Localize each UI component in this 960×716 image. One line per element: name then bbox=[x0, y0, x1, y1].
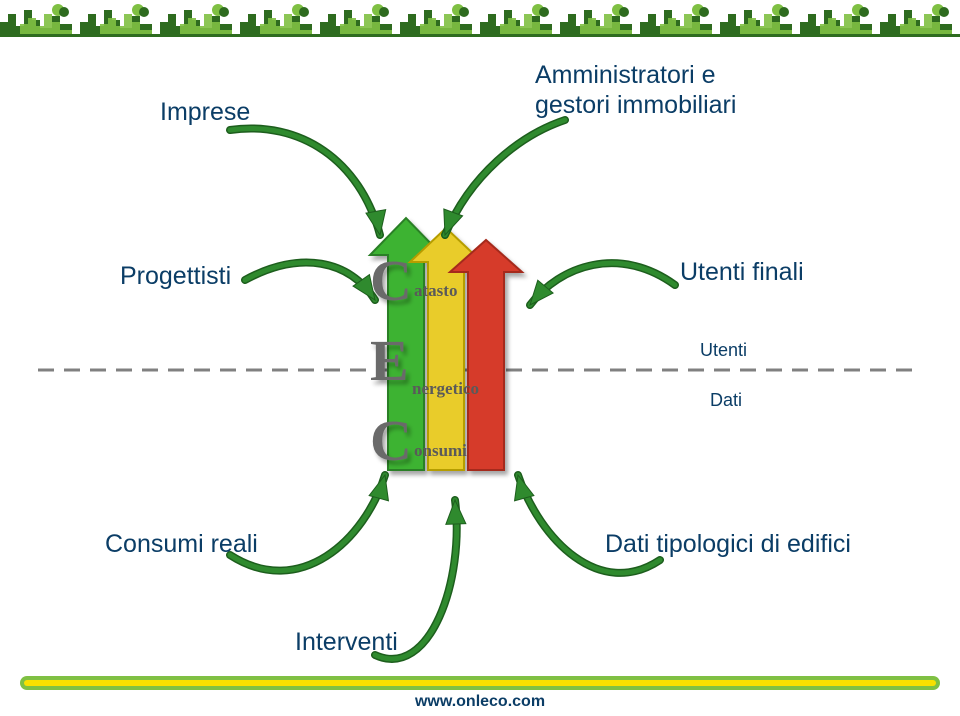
arrow-imprese bbox=[230, 128, 380, 235]
header-band bbox=[0, 4, 960, 37]
logo-letter-e: E bbox=[370, 328, 409, 393]
arrow-progettisti bbox=[245, 263, 375, 300]
label-imprese: Imprese bbox=[160, 98, 250, 127]
arrowhead-interventi bbox=[446, 500, 466, 524]
stage-svg: C E C atasto nergetico onsumi bbox=[0, 0, 960, 716]
label-utenti-finali: Utenti finali bbox=[680, 258, 804, 287]
logo-letter-c1: C bbox=[370, 248, 412, 313]
arrow-utenti_finali bbox=[530, 263, 675, 305]
footer-bar bbox=[20, 676, 940, 690]
arrow-amministratori bbox=[445, 120, 565, 235]
label-consumi-reali: Consumi reali bbox=[105, 530, 258, 559]
logo-word-onsumi: onsumi bbox=[414, 441, 467, 460]
label-progettisti: Progettisti bbox=[120, 262, 231, 291]
arrowhead-imprese bbox=[366, 210, 386, 235]
cec-logo: C E C atasto nergetico onsumi bbox=[370, 218, 522, 473]
label-dati: Dati bbox=[710, 390, 742, 411]
arrowhead-amministratori bbox=[444, 209, 463, 235]
slide: C E C atasto nergetico onsumi Imprese Am… bbox=[0, 0, 960, 716]
label-amministratori: Amministratori egestori immobiliari bbox=[535, 60, 736, 120]
logo-word-nergetico: nergetico bbox=[412, 379, 479, 398]
label-interventi: Interventi bbox=[295, 628, 398, 657]
arrowhead-dati_tipo bbox=[515, 475, 534, 501]
logo-letter-c2: C bbox=[370, 408, 412, 473]
label-dati-tipo: Dati tipologici di edifici bbox=[605, 530, 851, 559]
arrowhead-consumi bbox=[369, 475, 388, 501]
curved-arrows bbox=[230, 120, 675, 659]
footer-url: www.onleco.com bbox=[0, 693, 960, 711]
arrowhead-utenti_finali bbox=[530, 280, 553, 305]
logo-word-atasto: atasto bbox=[414, 281, 457, 300]
arrowhead-progettisti bbox=[353, 275, 375, 300]
label-utenti: Utenti bbox=[700, 340, 747, 361]
